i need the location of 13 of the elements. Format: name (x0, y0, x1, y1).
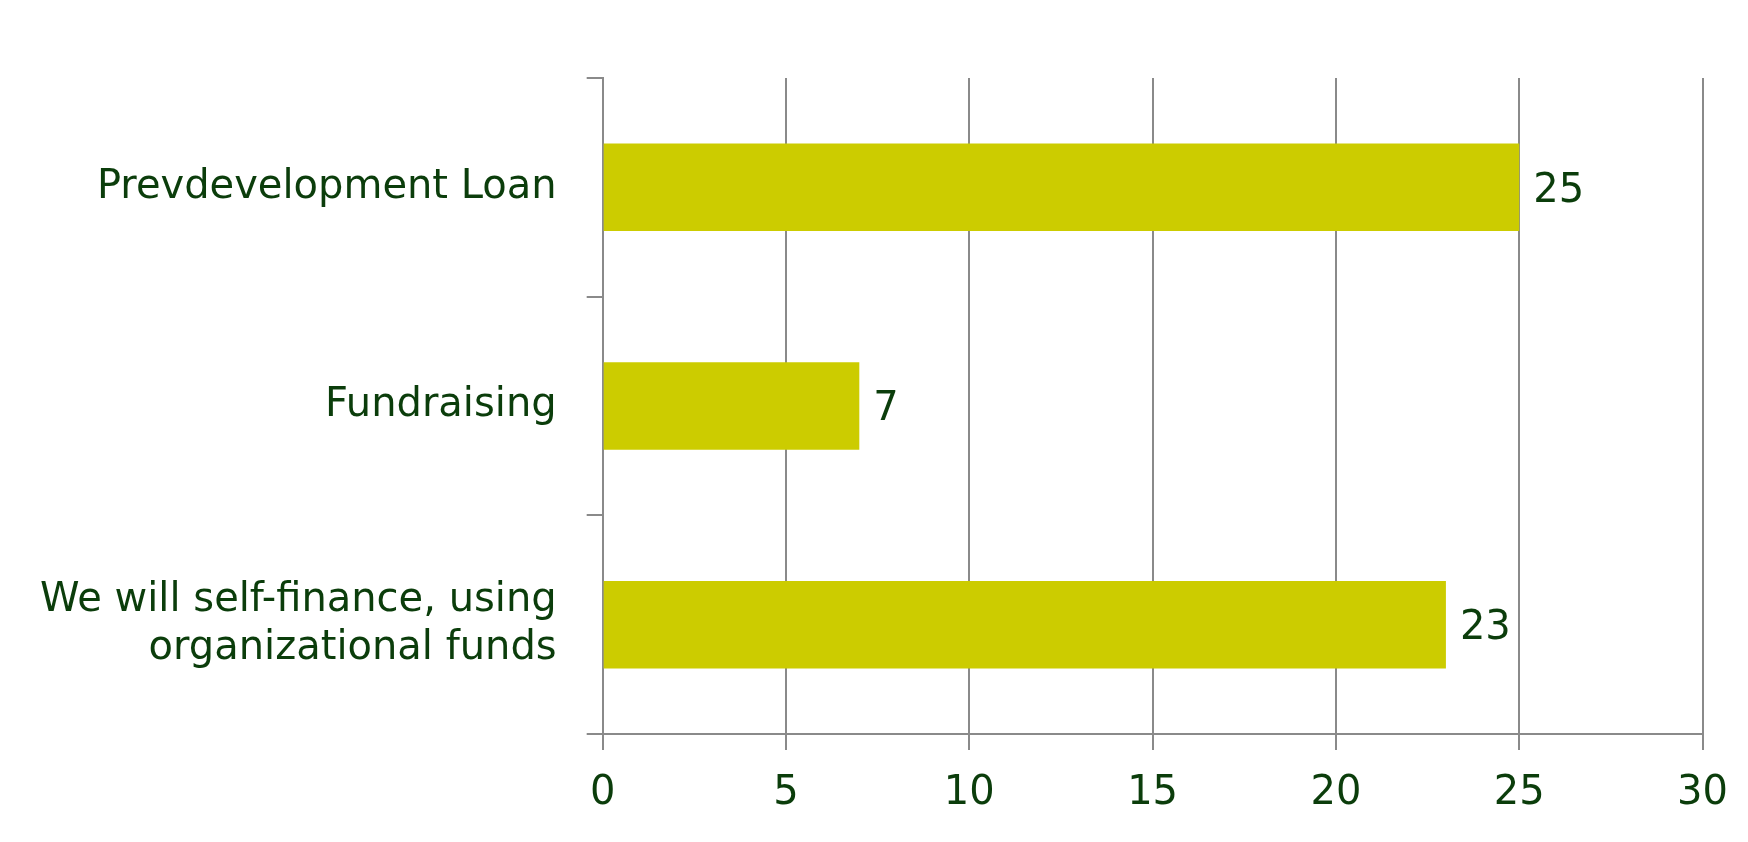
x-tick-label: 10 (943, 767, 995, 814)
y-tick-label: Prevdevelopment Loan (96, 160, 557, 207)
data-label: 7 (873, 383, 899, 430)
data-label: 23 (1459, 602, 1511, 649)
x-tick-label: 0 (589, 767, 616, 814)
x-tick-label: 20 (1310, 767, 1362, 814)
data-label: 25 (1533, 164, 1585, 211)
y-tick-label: We will self-finance, using organizational funds (39, 574, 557, 669)
x-tick-label: 30 (1677, 767, 1728, 814)
x-tick-label: 15 (1127, 767, 1179, 814)
y-tick-label: Fundraising (324, 379, 557, 426)
x-tick-label: 25 (1493, 767, 1545, 814)
x-tick-label: 5 (773, 767, 799, 814)
